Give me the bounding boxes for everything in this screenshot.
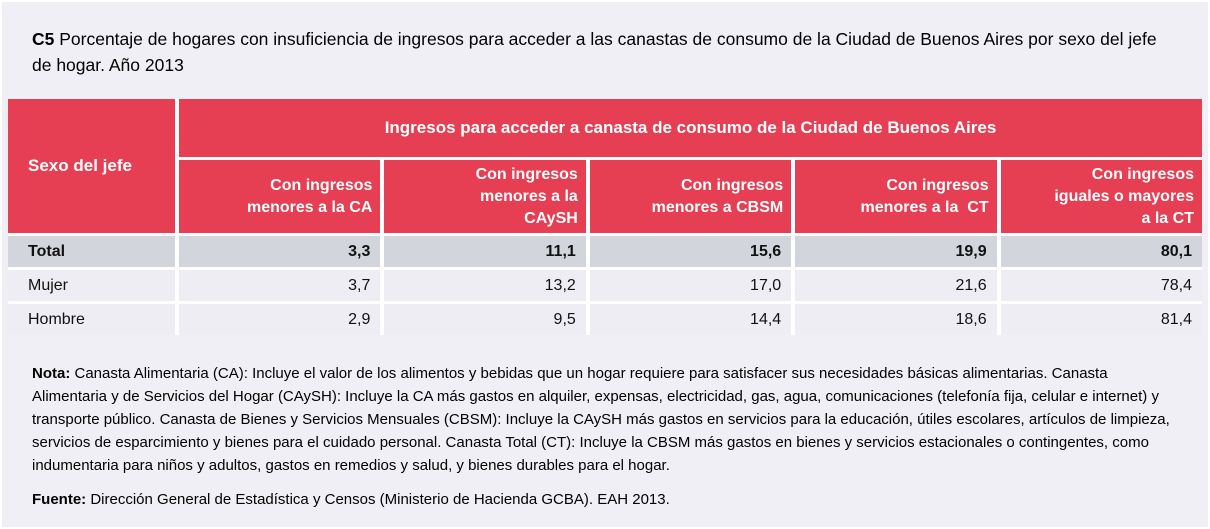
column-header-menores-cbsm: Con ingresos menores a CBSM (589, 160, 792, 233)
column-header-menores-caysh: Con ingresos menores a la CAySH (384, 160, 586, 233)
source-text: Dirección General de Estadística y Censo… (86, 491, 670, 508)
row-label-total: Total (8, 236, 175, 267)
cell-total-cbsm: 15,6 (589, 236, 792, 267)
cell-total-mayores-ct: 80,1 (1000, 236, 1202, 267)
cell-hombre-cbsm: 14,4 (589, 304, 792, 335)
cell-hombre-mayores-ct: 81,4 (1000, 304, 1202, 335)
note-label: Nota: (32, 365, 71, 382)
column-header-menores-ct: Con ingresos menores a la CT (795, 160, 997, 233)
cell-hombre-ct: 18,6 (795, 304, 997, 335)
column-header-iguales-mayores-ct: Con ingresos iguales o mayores a la CT (1000, 160, 1202, 233)
cell-hombre-ca: 2,9 (179, 304, 381, 335)
cell-hombre-caysh: 9,5 (384, 304, 586, 335)
table-title: C5 Porcentaje de hogares con insuficienc… (2, 2, 1192, 78)
source-label: Fuente: (32, 491, 87, 508)
cell-mujer-mayores-ct: 78,4 (1000, 270, 1202, 301)
cell-total-ca: 3,3 (179, 236, 381, 267)
title-code: C5 (32, 29, 55, 49)
note: Nota: Canasta Alimentaria (CA): Incluye … (2, 362, 1208, 477)
column-group-header: Ingresos para acceder a canasta de consu… (179, 99, 1202, 157)
note-text: Canasta Alimentaria (CA): Incluye el val… (32, 365, 1170, 474)
row-label-mujer: Mujer (8, 270, 175, 301)
cell-total-caysh: 11,1 (384, 236, 586, 267)
data-table: Sexo del jefe Ingresos para acceder a ca… (8, 99, 1202, 335)
cell-mujer-cbsm: 17,0 (589, 270, 792, 301)
column-header-menores-ca: Con ingresos menores a la CA (179, 160, 381, 233)
cell-mujer-caysh: 13,2 (384, 270, 586, 301)
cell-total-ct: 19,9 (795, 236, 997, 267)
cell-mujer-ct: 21,6 (795, 270, 997, 301)
cell-mujer-ca: 3,7 (179, 270, 381, 301)
column-header-sexo-del-jefe: Sexo del jefe (8, 99, 175, 233)
title-text: Porcentaje de hogares con insuficiencia … (32, 29, 1157, 75)
source: Fuente: Dirección General de Estadística… (2, 488, 1208, 511)
row-label-hombre: Hombre (8, 304, 175, 335)
